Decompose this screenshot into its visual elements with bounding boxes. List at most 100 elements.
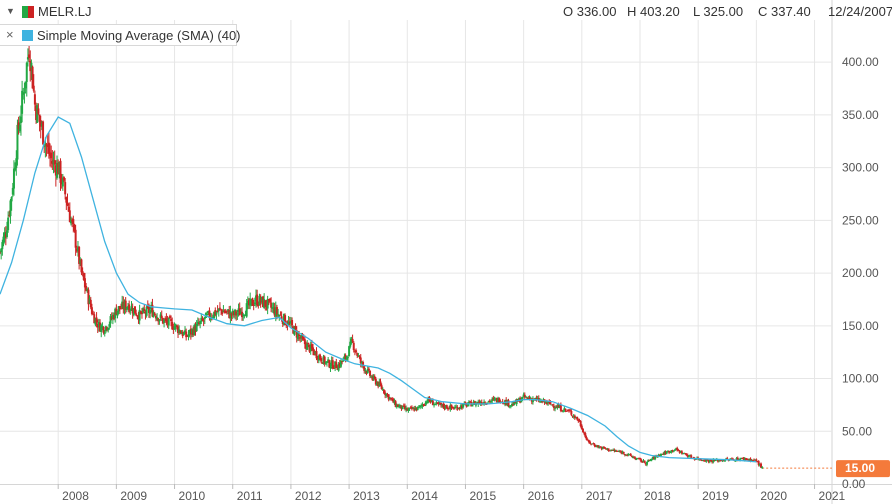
candle-body xyxy=(139,311,142,313)
candle-body xyxy=(179,330,182,334)
candle-body xyxy=(57,162,60,175)
caret-down-icon[interactable]: ▼ xyxy=(6,6,15,16)
candle-body xyxy=(611,449,614,451)
candle-body xyxy=(85,285,88,291)
candle-body xyxy=(328,360,331,368)
candle-body xyxy=(35,105,38,121)
candle-body xyxy=(358,356,361,358)
candle-body xyxy=(545,402,548,405)
x-tick-label: 2010 xyxy=(179,489,206,503)
candle-body xyxy=(517,398,520,402)
candle-body xyxy=(18,125,21,132)
candle-body xyxy=(160,315,163,318)
candle-body xyxy=(306,343,309,350)
candle-body xyxy=(531,399,534,403)
candle-body xyxy=(741,457,744,459)
candle-body xyxy=(29,60,32,72)
candle-body xyxy=(108,324,111,327)
candle-body xyxy=(512,404,515,406)
candle-body xyxy=(321,362,324,364)
candle-body xyxy=(665,451,668,454)
candle-body xyxy=(245,303,248,317)
candle-body xyxy=(335,362,338,369)
candle-body xyxy=(348,346,351,357)
candle-body xyxy=(37,108,40,114)
candle-body xyxy=(158,319,161,322)
sma-legend-label[interactable]: Simple Moving Average (SMA) (40) xyxy=(37,28,241,43)
candle-body xyxy=(271,307,274,309)
candle-body xyxy=(659,453,662,456)
candle-body xyxy=(761,467,764,469)
candle-body xyxy=(637,458,640,460)
candle-body xyxy=(621,451,624,454)
candle-body xyxy=(230,312,233,316)
candle-body xyxy=(280,316,283,321)
candle-body xyxy=(658,455,661,457)
candle-body xyxy=(460,405,463,409)
candle-body xyxy=(185,331,188,338)
candle-body xyxy=(427,397,430,403)
candle-body xyxy=(231,310,234,315)
candle-body xyxy=(367,368,370,371)
candle-body xyxy=(605,448,608,450)
y-tick-label: 200.00 xyxy=(842,266,879,280)
candle-body xyxy=(591,443,594,445)
candle-body xyxy=(480,402,483,405)
candle-body xyxy=(288,322,291,324)
candle-body xyxy=(8,214,11,216)
candle-body xyxy=(76,247,79,251)
candle-body xyxy=(736,457,739,461)
candle-body xyxy=(94,318,97,325)
candle-body xyxy=(448,408,451,410)
candle-body xyxy=(302,338,305,340)
candle-body xyxy=(405,407,408,410)
candle-body xyxy=(557,405,560,408)
candle-body xyxy=(554,407,557,409)
candle-body xyxy=(612,449,615,451)
candle-body xyxy=(81,271,84,273)
candle-body xyxy=(87,289,90,305)
candle-body xyxy=(140,311,143,315)
candle-body xyxy=(673,449,676,451)
candle-body xyxy=(106,327,109,330)
symbol-label[interactable]: MELR.LJ xyxy=(38,4,92,19)
candle-body xyxy=(618,451,621,453)
candle-body xyxy=(497,398,500,402)
candle-body xyxy=(498,398,501,403)
candle-body xyxy=(374,378,377,385)
x-tick-label: 2017 xyxy=(586,489,613,503)
candlestick-series xyxy=(0,40,764,469)
candle-body xyxy=(75,248,78,252)
candle-body xyxy=(551,404,554,406)
candle-body xyxy=(388,397,391,399)
candle-body xyxy=(248,299,251,306)
candle-body xyxy=(22,92,25,95)
candle-body xyxy=(83,278,86,288)
candle-body xyxy=(257,304,260,306)
candle-body xyxy=(535,397,538,399)
candle-body xyxy=(583,432,586,434)
y-tick-label: 400.00 xyxy=(842,55,879,69)
candle-body xyxy=(100,325,103,332)
candle-body xyxy=(38,114,41,122)
close-icon[interactable]: × xyxy=(6,27,14,42)
candle-body xyxy=(32,85,35,91)
candle-body xyxy=(223,310,226,313)
candle-body xyxy=(142,308,145,313)
y-axis: 0.00 50.00 100.00 150.00 200.00 250.00 300.00 3… xyxy=(842,55,879,491)
candle-body xyxy=(648,459,651,461)
candle-body xyxy=(343,356,346,358)
candle-body xyxy=(398,405,401,408)
candle-body xyxy=(352,342,355,351)
candle-body xyxy=(295,330,298,338)
candle-body xyxy=(317,355,320,361)
candle-body xyxy=(44,143,47,147)
candle-body xyxy=(147,306,150,313)
candle-body xyxy=(260,296,263,302)
candle-body xyxy=(381,389,384,391)
candle-body xyxy=(42,121,45,145)
candle-body xyxy=(664,451,667,454)
x-tick-label: 2018 xyxy=(644,489,671,503)
candle-body xyxy=(581,428,584,433)
